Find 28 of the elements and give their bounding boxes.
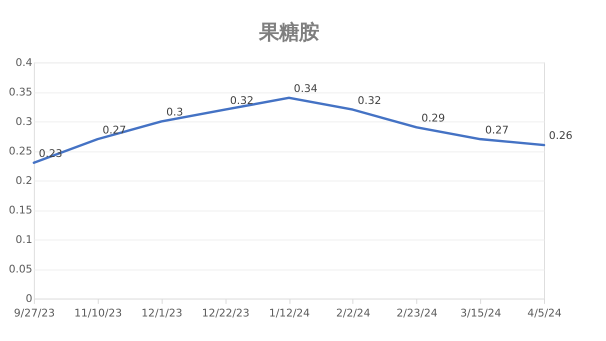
x-tick-label: 11/10/23: [74, 306, 122, 320]
x-tick-label: 1/12/24: [268, 306, 310, 320]
data-label: 0.34: [294, 82, 318, 95]
y-tick-label: 0.25: [8, 144, 32, 158]
data-label: 0.29: [421, 112, 446, 125]
data-label: 0.32: [230, 94, 254, 107]
data-label: 0.27: [102, 123, 126, 136]
chart-title: 果糖胺: [258, 20, 319, 44]
x-tick-label: 3/15/24: [460, 306, 502, 320]
data-label: 0.3: [166, 106, 184, 119]
x-tick-label: 12/1/23: [141, 306, 182, 320]
y-tick-label: 0: [26, 292, 33, 305]
y-tick-label: 0.2: [16, 174, 32, 187]
y-tick-label: 0.4: [16, 56, 33, 69]
x-tick-label: 2/2/24: [336, 306, 371, 320]
x-tick-label: 9/27/23: [14, 306, 55, 320]
data-label: 0.26: [548, 129, 573, 142]
data-label: 0.32: [358, 94, 382, 107]
y-tick-label: 0.15: [8, 203, 32, 216]
y-tick-label: 0.3: [16, 114, 32, 128]
y-tick-label: 0.1: [16, 232, 32, 246]
x-tick-label: 4/5/24: [527, 306, 562, 320]
y-tick-label: 0.05: [8, 262, 32, 276]
data-label: 0.27: [485, 123, 509, 136]
line-series: [32, 96, 546, 164]
x-tick-label: 12/22/23: [202, 306, 250, 320]
x-tick-label: 2/23/24: [396, 306, 438, 320]
y-tick-label: 0.35: [8, 85, 32, 98]
